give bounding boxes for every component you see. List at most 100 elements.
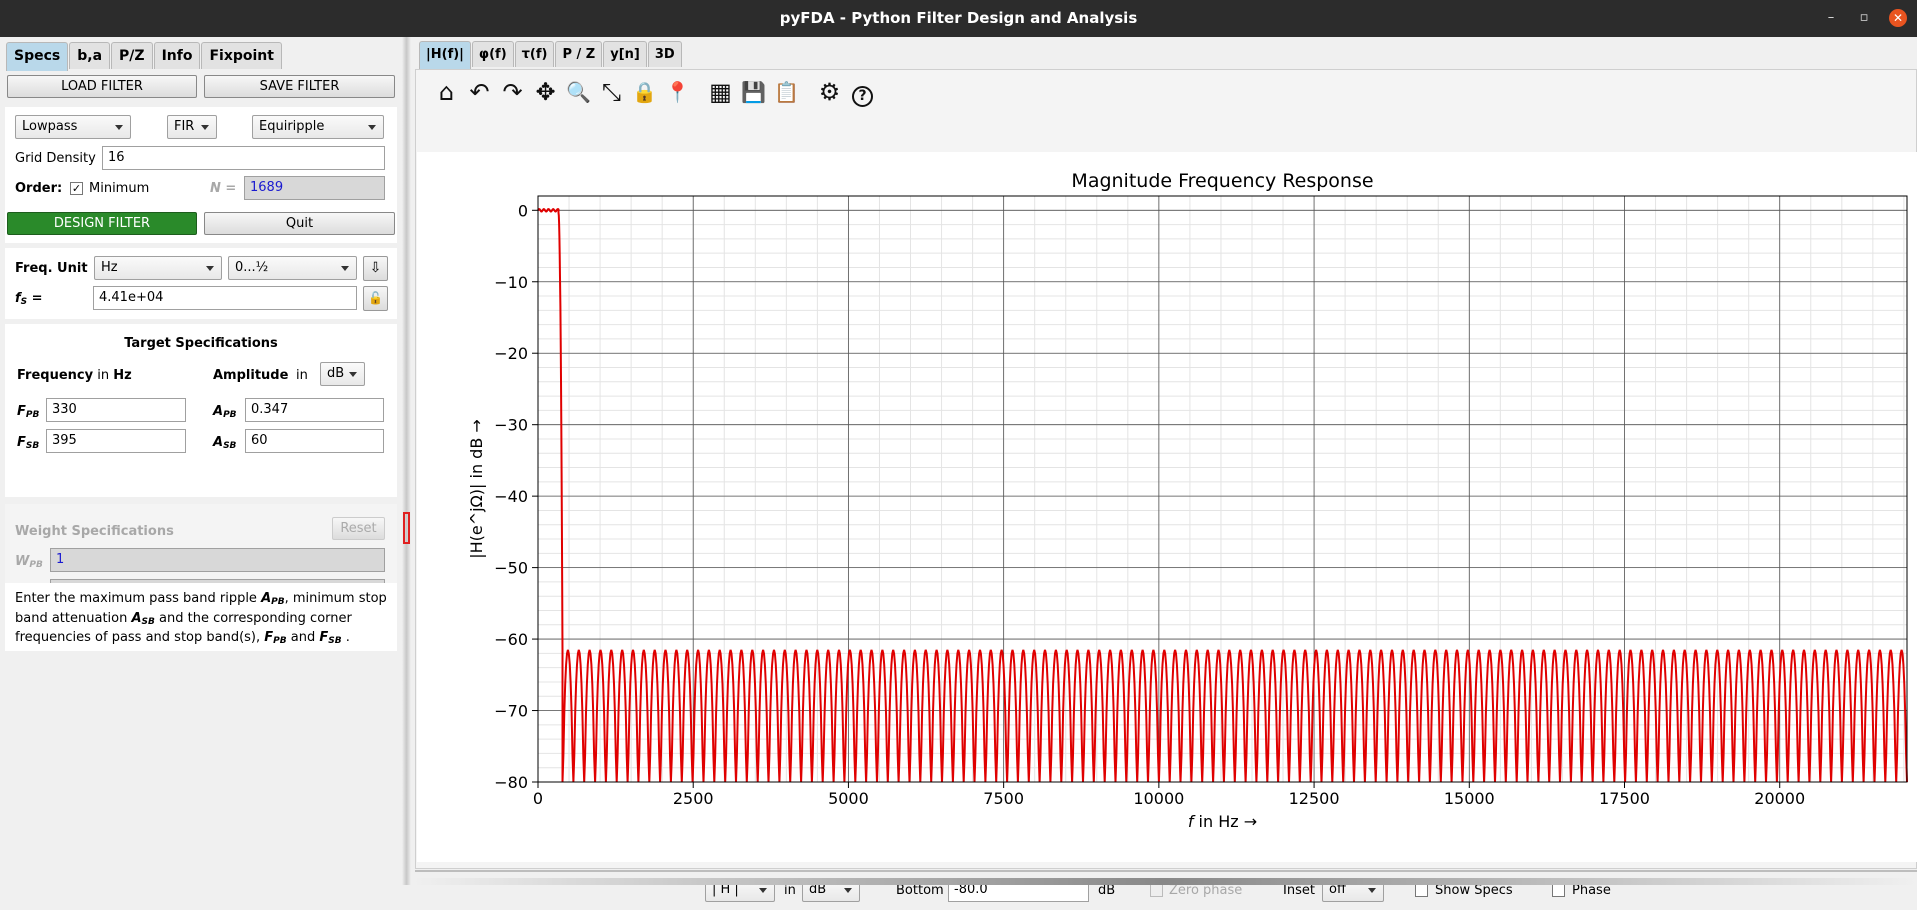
x-tick-label: 2500 xyxy=(673,789,714,808)
wpb-label: WPB xyxy=(15,554,43,573)
tab-info[interactable]: Info xyxy=(154,42,201,69)
frequency-in: in xyxy=(97,368,109,383)
maximize-icon[interactable]: ▫ xyxy=(1855,9,1873,27)
tab-3d[interactable]: 3D xyxy=(648,41,682,67)
freq-range-select[interactable]: 0...½ xyxy=(228,256,357,280)
x-tick-label: 0 xyxy=(533,789,543,808)
right-panel: |H(f)| φ(f) τ(f) P / Z y[n] 3D ⌂ ↶ ↷ ✥ 🔍… xyxy=(412,37,1917,885)
tab-fixpoint[interactable]: Fixpoint xyxy=(201,42,282,69)
tab-pole-zero[interactable]: P / Z xyxy=(555,41,602,67)
design-panel: Lowpass FIR Equiripple Grid Density 16 O… xyxy=(5,107,397,243)
tab-group-delay[interactable]: τ(f) xyxy=(515,41,555,67)
amplitude-label: Amplitude xyxy=(213,368,288,384)
x-tick-label: 17500 xyxy=(1599,789,1650,808)
magnitude-chart[interactable]: 0 2500 5000 7500 10000 12500 15000 17500 200000−… xyxy=(417,152,1917,862)
help-text-apb-sub: PB xyxy=(271,597,284,607)
zero-phase-checkbox[interactable] xyxy=(1150,884,1163,897)
pan-icon[interactable]: ✥ xyxy=(529,76,562,108)
asb-input[interactable]: 60 xyxy=(245,429,384,453)
x-tick-label: 7500 xyxy=(983,789,1024,808)
fit-view-icon[interactable]: ⤡ xyxy=(595,76,628,108)
wpb-field: 1 xyxy=(50,548,385,572)
filter-class-value: FIR xyxy=(174,119,194,134)
reset-weights-button[interactable]: Reset xyxy=(332,517,385,540)
target-specs-panel: Target Specifications Frequency in Hz Am… xyxy=(5,324,397,497)
tab-pz[interactable]: P/Z xyxy=(111,42,153,69)
save-icon[interactable]: 💾 xyxy=(737,76,770,108)
help-text-t7: . xyxy=(342,630,350,645)
marker-icon[interactable]: 📍 xyxy=(661,76,694,108)
save-filter-button[interactable]: SAVE FILTER xyxy=(204,75,395,98)
home-icon[interactable]: ⌂ xyxy=(430,76,463,108)
design-method-select[interactable]: Equiripple xyxy=(252,115,384,139)
undo-icon[interactable]: ↶ xyxy=(463,76,496,108)
show-specs-checkbox[interactable] xyxy=(1415,884,1428,897)
plot-tabs: |H(f)| φ(f) τ(f) P / Z y[n] 3D xyxy=(419,41,683,70)
inset-label: Inset xyxy=(1283,883,1315,899)
phase-label: Phase xyxy=(1572,883,1611,899)
panel-splitter[interactable] xyxy=(402,37,411,885)
help-text-t1: Enter the maximum pass band ripple xyxy=(15,591,261,606)
close-icon[interactable]: ✕ xyxy=(1889,9,1907,27)
help-icon[interactable]: ? xyxy=(846,76,879,108)
phase-checkbox[interactable] xyxy=(1552,884,1565,897)
response-type-select[interactable]: Lowpass xyxy=(15,115,131,139)
grid-density-input[interactable]: 16 xyxy=(102,146,385,170)
tab-ba[interactable]: b,a xyxy=(69,42,110,69)
x-tick-label: 10000 xyxy=(1133,789,1184,808)
left-panel: Specs b,a P/Z Info Fixpoint LOAD FILTER … xyxy=(0,37,402,885)
plot-toolbar: ⌂ ↶ ↷ ✥ 🔍 ⤡ 🔒 📍 ▦ 💾 📋 ⚙ ? xyxy=(430,76,879,110)
quit-button[interactable]: Quit xyxy=(204,212,395,235)
x-axis-label-text: in Hz → xyxy=(1193,812,1257,831)
apb-label: APB xyxy=(213,404,237,423)
sampling-frequency-input[interactable]: 4.41e+04 xyxy=(93,286,357,310)
load-filter-button[interactable]: LOAD FILTER xyxy=(7,75,197,98)
zoom-icon[interactable]: 🔍 xyxy=(562,76,595,108)
redo-icon[interactable]: ↷ xyxy=(496,76,529,108)
lock-zoom-icon[interactable]: 🔒 xyxy=(628,76,661,108)
grid-icon[interactable]: ▦ xyxy=(704,76,737,108)
minimize-icon[interactable]: – xyxy=(1822,9,1840,27)
design-filter-button[interactable]: DESIGN FILTER xyxy=(7,212,197,235)
filter-class-select[interactable]: FIR xyxy=(167,115,217,139)
sort-icon[interactable]: ⇩ xyxy=(363,256,388,281)
amplitude-unit-select[interactable]: dB xyxy=(320,362,365,386)
chevron-down-icon xyxy=(759,888,767,893)
minimum-order-checkbox[interactable]: ✓ xyxy=(70,182,83,195)
help-text-t5: frequencies of pass and stop band(s), xyxy=(15,630,264,645)
plot-area[interactable]: 0 2500 5000 7500 10000 12500 15000 17500 20000 0−… xyxy=(417,152,1917,862)
fpb-input[interactable]: 330 xyxy=(46,398,186,422)
clipboard-icon[interactable]: 📋 xyxy=(770,76,803,108)
x-axis-label: f in Hz → xyxy=(1188,812,1257,831)
x-tick-label: 15000 xyxy=(1444,789,1495,808)
frequency-unit-panel: Freq. Unit Hz 0...½ ⇩ fS = 4.41e+04 🔓 xyxy=(5,248,397,319)
asb-label-main: A xyxy=(213,435,223,450)
weight-specs-title: Weight Specifications xyxy=(15,524,174,540)
splitter-grip[interactable] xyxy=(403,512,410,544)
zero-phase-label: Zero phase xyxy=(1169,883,1242,899)
y-tick-label: −60 xyxy=(494,630,528,649)
help-text-line-2: band attenuation ASB and the correspondi… xyxy=(15,611,387,631)
fsb-input[interactable]: 395 xyxy=(46,429,186,453)
order-n-field: 1689 xyxy=(244,176,385,200)
fsb-label-main: F xyxy=(17,435,26,450)
help-text-fpb-sub: PB xyxy=(273,636,286,646)
chart-title: Magnitude Frequency Response xyxy=(1071,170,1373,192)
lock-icon[interactable]: 🔓 xyxy=(363,286,388,311)
tab-phase[interactable]: φ(f) xyxy=(472,41,514,67)
frequency-header: Frequency in Hz xyxy=(17,368,132,384)
settings-icon[interactable]: ⚙ xyxy=(813,76,846,108)
tab-magnitude[interactable]: |H(f)| xyxy=(419,41,471,70)
window-title: pyFDA - Python Filter Design and Analysi… xyxy=(0,9,1917,27)
tab-specs[interactable]: Specs xyxy=(6,42,68,71)
help-text-panel: Enter the maximum pass band ripple APB, … xyxy=(5,583,397,651)
y-tick-label: −20 xyxy=(494,344,528,363)
asb-label: ASB xyxy=(213,435,236,454)
bottom-splitter[interactable] xyxy=(412,878,1917,885)
plot-panel: ⌂ ↶ ↷ ✥ 🔍 ⤡ 🔒 📍 ▦ 💾 📋 ⚙ ? 0 2500 5000 7500 1… xyxy=(415,69,1917,869)
freq-unit-select[interactable]: Hz xyxy=(94,256,222,280)
tab-impulse-response[interactable]: y[n] xyxy=(603,41,647,67)
apb-input[interactable]: 0.347 xyxy=(245,398,384,422)
grid-density-label: Grid Density xyxy=(15,151,96,167)
y-tick-label: −50 xyxy=(494,559,528,578)
